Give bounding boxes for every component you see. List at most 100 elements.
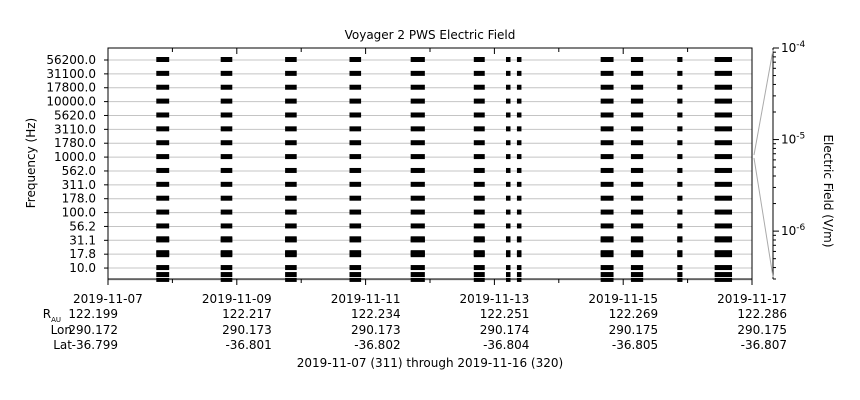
signal-mark [630,265,644,271]
signal-mark [473,236,485,243]
plot-frame [107,47,753,280]
colorbar-connector [753,157,774,278]
signal-mark [630,98,644,104]
signal-mark [600,57,614,62]
signal-mark [285,277,297,282]
signal-mark [505,277,511,282]
signal-mark [473,272,485,278]
signal-mark [714,209,733,215]
signal-mark [220,112,233,118]
signal-mark [349,209,362,215]
signal-mark [677,70,683,76]
signal-mark [410,265,425,271]
y-tick-label: 5620.0 [54,108,96,122]
signal-mark [285,250,297,258]
signal-mark [677,126,683,132]
signal-mark [677,140,683,146]
signal-mark [630,195,644,201]
signal-mark [156,140,170,146]
signal-mark [220,140,233,146]
signal-mark [156,236,170,243]
signal-mark [473,265,485,271]
signal-mark [156,112,170,118]
signal-mark [600,70,614,76]
x-tick-date: 2019-11-11 [331,292,401,306]
signal-mark [677,265,683,271]
signal-mark [473,223,485,229]
signal-mark [600,154,614,160]
signal-mark [714,195,733,201]
signal-mark [473,126,485,132]
observation-block [285,57,297,282]
signal-mark [410,181,425,187]
signal-mark [714,126,733,132]
signal-mark [630,126,644,132]
signal-mark [410,98,425,104]
signal-mark [714,223,733,229]
signal-mark [220,126,233,132]
signal-mark [516,195,522,201]
signal-mark [677,209,683,215]
signal-mark [220,57,233,62]
signal-mark [505,181,511,187]
signal-mark [600,223,614,229]
x-tick-date: 2019-11-09 [202,292,272,306]
signal-mark [285,57,297,62]
signal-mark [410,277,425,282]
signal-mark [714,265,733,271]
signal-mark [410,126,425,132]
signal-mark [285,98,297,104]
signal-mark [349,272,362,278]
signal-mark [220,250,233,258]
signal-mark [600,126,614,132]
signal-mark [156,277,170,282]
x-tick-lat: -36.805 [612,338,658,352]
signal-mark [285,265,297,271]
signal-mark [349,154,362,160]
signal-mark [156,265,170,271]
signal-mark [410,250,425,258]
x-tick-lon: 290.173 [351,323,401,337]
signal-mark [220,167,233,173]
x-tick-lon: 290.174 [480,323,530,337]
signal-mark [630,112,644,118]
signal-mark [220,265,233,271]
signal-mark [677,195,683,201]
signal-mark [349,236,362,243]
plot-area: 56200.031100.017800.010000.05620.03110.0… [46,40,805,352]
signal-mark [349,70,362,76]
signal-mark [505,112,511,118]
footer-date-range: 2019-11-07 (311) through 2019-11-16 (320… [297,356,563,370]
signal-mark [410,154,425,160]
signal-mark [410,84,425,90]
signal-mark [600,236,614,243]
signal-mark [349,98,362,104]
signal-mark [714,112,733,118]
signal-mark [410,195,425,201]
signal-mark [473,195,485,201]
signal-mark [505,250,511,258]
signal-mark [516,57,522,62]
signal-mark [600,98,614,104]
row-labels: RAU Lon Lat [43,307,73,352]
signal-mark [285,272,297,278]
signal-mark [630,236,644,243]
x-tick-lon: 290.172 [68,323,118,337]
y-tick-label: 3110.0 [54,122,96,136]
signal-mark [516,236,522,243]
signal-mark [410,140,425,146]
x-tick-rau: 122.269 [609,307,659,321]
signal-mark [600,167,614,173]
signal-mark [714,70,733,76]
x-tick-lat: -36.807 [741,338,787,352]
signal-mark [516,277,522,282]
signal-mark [349,181,362,187]
signal-mark [630,223,644,229]
signal-mark [677,84,683,90]
signal-mark [630,57,644,62]
x-tick-rau: 122.217 [222,307,272,321]
signal-mark [630,277,644,282]
signal-mark [505,209,511,215]
signal-mark [677,98,683,104]
signal-mark [473,112,485,118]
